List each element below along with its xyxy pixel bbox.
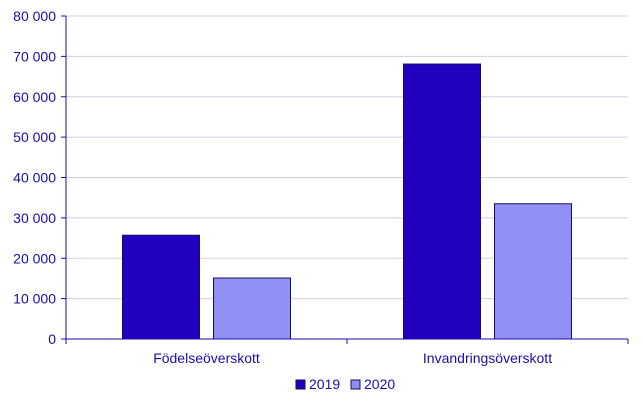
y-tick-label: 50 000 [13,129,56,145]
y-tick-label: 80 000 [13,8,56,24]
legend-label: 2019 [309,376,340,392]
legend-label: 2020 [364,376,395,392]
x-tick-label: Invandringsöverskott [423,350,552,366]
x-axis: Födelseöverskott Invandringsöverskott [65,338,629,366]
bar-2019-1 [403,63,481,340]
bars [122,63,572,340]
legend: 2019 2020 [295,376,395,392]
legend-swatch-2019 [295,379,306,390]
x-tick-label: Födelseöverskott [153,350,260,366]
y-tick-label: 20 000 [13,250,56,266]
y-tick-label: 40 000 [13,170,56,186]
y-tick-label: 10 000 [13,291,56,307]
bar-2019-0 [122,234,200,340]
y-tick-label: 60 000 [13,89,56,105]
y-tick-label: 30 000 [13,210,56,226]
y-axis: 0 10 000 20 000 30 000 40 000 50 000 60 000 70 … [13,8,67,347]
legend-swatch-2020 [350,379,361,390]
bar-2020-0 [213,277,291,340]
y-tick-label: 70 000 [13,48,56,64]
bar-2020-1 [494,203,572,340]
y-tick-label: 0 [48,331,56,347]
